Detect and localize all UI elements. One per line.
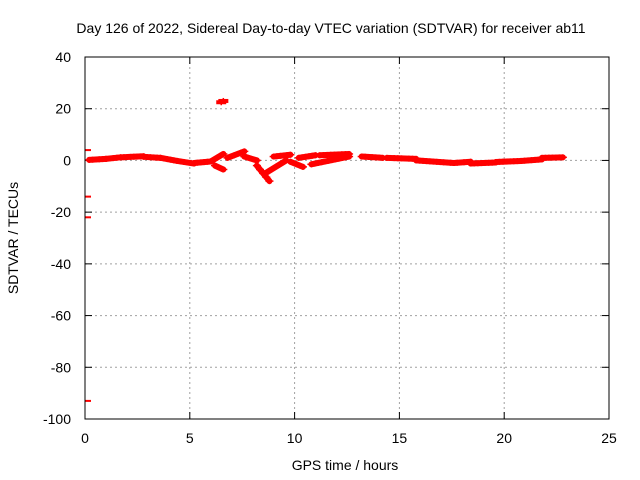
data-point [558, 154, 567, 161]
y-tick-label: -60 [51, 308, 71, 324]
data-point [240, 148, 249, 155]
x-tick-label: 20 [496, 430, 512, 446]
data-point [286, 151, 295, 158]
x-tick-label: 0 [81, 430, 89, 446]
data-point [210, 162, 219, 169]
data-point [298, 163, 307, 170]
data-point [265, 178, 274, 185]
y-tick-label: -100 [43, 411, 71, 427]
data-point [219, 150, 228, 157]
y-tick-label: -20 [51, 204, 71, 220]
x-tick-label: 25 [601, 430, 617, 446]
chart-title: Day 126 of 2022, Sidereal Day-to-day VTE… [76, 20, 585, 36]
data-point [252, 157, 261, 164]
data-marks [85, 97, 567, 402]
data-point [256, 166, 265, 173]
x-axis-label: GPS time / hours [292, 457, 399, 473]
data-point [252, 162, 261, 169]
outlier-point [219, 97, 228, 104]
x-tick-label: 15 [392, 430, 408, 446]
plot-frame [84, 56, 610, 420]
y-tick-label: 20 [55, 101, 71, 117]
grid-lines [85, 57, 609, 419]
y-tick-label: 0 [63, 152, 71, 168]
y-axis-label: SDTVAR / TECUs [5, 182, 21, 294]
x-tick-label: 10 [287, 430, 303, 446]
y-tick-label: 40 [55, 49, 71, 65]
axis-ticks: 0 5 10 15 20 25 40 20 0 -20 -40 -60 -80 -100 [43, 49, 617, 446]
data-point [215, 164, 224, 171]
data-point [345, 150, 354, 157]
x-tick-label: 5 [186, 430, 194, 446]
y-tick-label: -40 [51, 256, 71, 272]
y-tick-label: -80 [51, 359, 71, 375]
data-point [219, 166, 228, 173]
